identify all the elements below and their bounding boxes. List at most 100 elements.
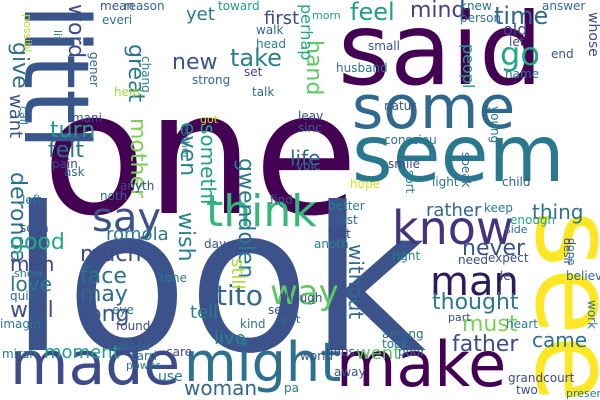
word-expect: expect: [488, 251, 529, 265]
word-husband: husband: [336, 61, 388, 75]
word-new: new: [172, 50, 218, 75]
word-knew: knew: [460, 0, 492, 13]
word-right: right: [392, 249, 421, 263]
word-carri: carri: [130, 349, 157, 363]
word-old: old: [503, 20, 528, 39]
word-sinc: sinc: [298, 121, 322, 135]
word-never: never: [462, 236, 526, 261]
word-reason: reason: [124, 0, 165, 13]
word-last: last: [336, 213, 358, 227]
word-felt: felt: [48, 138, 85, 163]
word-leav: leav: [298, 109, 324, 123]
word-seen: seen: [20, 221, 49, 235]
word-possibl: possibl: [21, 14, 34, 53]
word-place: place: [118, 339, 151, 353]
word-work: work: [585, 300, 599, 330]
word-may: may: [80, 282, 128, 307]
word-see: see: [511, 210, 600, 400]
word-want: want: [5, 94, 26, 139]
word-take: take: [230, 44, 282, 72]
word-strong: strong: [192, 73, 231, 87]
word-world: world: [300, 349, 334, 363]
word-desir: desir: [561, 238, 574, 266]
word-believ: believ: [566, 269, 600, 283]
word-wish: wish: [173, 212, 198, 262]
word-lif: lif: [51, 30, 64, 40]
word-go: go: [500, 35, 540, 73]
word-present: present: [566, 387, 600, 400]
word-rather: rather: [426, 200, 482, 221]
word-give: give: [7, 42, 32, 89]
word-call: call: [17, 106, 30, 125]
word-turn: turn: [50, 118, 96, 143]
word-quit: quit: [10, 289, 34, 303]
word-deronda: deronda: [5, 172, 30, 263]
word-small: small: [368, 39, 400, 53]
word-seem: seem: [352, 110, 565, 200]
word-find: find: [270, 193, 293, 207]
word-part: part: [448, 311, 471, 324]
word-name: name: [505, 67, 540, 81]
word-mother: mother: [125, 118, 150, 199]
word-smile: smile: [388, 157, 420, 171]
word-better: better: [328, 199, 365, 213]
word-day: day: [204, 237, 227, 251]
word-still: still: [227, 258, 248, 290]
word-some: some: [352, 73, 516, 143]
word-say: say: [92, 195, 162, 241]
word-one: one: [42, 56, 359, 254]
word-pain: pain: [52, 157, 78, 171]
word-woman: woman: [184, 376, 258, 400]
word-way: way: [270, 273, 339, 313]
word-talk: talk: [252, 85, 275, 99]
word-mind: mind: [410, 0, 466, 23]
word-chang: chang: [139, 56, 153, 93]
word-yet: yet: [186, 4, 215, 25]
word-side: side: [505, 223, 528, 236]
word-sort: sort: [403, 170, 417, 194]
word-keep: keep: [484, 201, 513, 215]
word-even: even: [175, 122, 200, 177]
word-whose: whose: [585, 12, 600, 57]
word-end: end: [551, 47, 574, 61]
word-done: done: [565, 238, 578, 266]
word-time: time: [494, 2, 549, 30]
word-heart: heart: [506, 317, 538, 331]
word-young: young: [488, 106, 502, 144]
word-poor: poor: [398, 345, 426, 359]
word-thought: thought: [432, 290, 519, 315]
word-peopl: peopl: [459, 44, 478, 89]
word-first: first: [264, 8, 300, 29]
word-hope: hope: [350, 177, 380, 191]
word-person: person: [460, 11, 502, 25]
word-consciou: consciou: [384, 133, 437, 147]
word-came: came: [532, 328, 588, 352]
word-answer: answer: [542, 0, 586, 13]
word-gwendolen: gwendolen: [233, 158, 258, 279]
word-might: might: [184, 331, 342, 394]
word-grandcourt: grandcourt: [508, 371, 575, 385]
word-left: left: [22, 193, 42, 207]
word-put: put: [282, 313, 301, 326]
word-help: help: [114, 85, 140, 99]
word-face: face: [80, 264, 127, 289]
word-need: need: [458, 253, 488, 267]
word-esther: esther: [179, 124, 192, 160]
word-head: head: [256, 37, 286, 51]
word-speak: speak: [459, 152, 473, 188]
word-well: well: [10, 298, 54, 323]
word-eye: eye: [112, 303, 134, 317]
word-without: without: [344, 244, 368, 320]
word-anyth: anyth: [120, 179, 155, 193]
word-care: care: [166, 345, 193, 359]
word-noth: noth: [100, 189, 128, 203]
word-let: let: [509, 35, 525, 49]
word-anoth: anoth: [314, 237, 349, 251]
word-mani: mani: [72, 111, 102, 125]
word-tito: tito: [216, 279, 263, 312]
word-took: took: [382, 337, 409, 351]
word-life: life: [290, 146, 321, 170]
word-somethi: somethi: [196, 124, 220, 205]
word-pa: pa: [284, 381, 299, 395]
